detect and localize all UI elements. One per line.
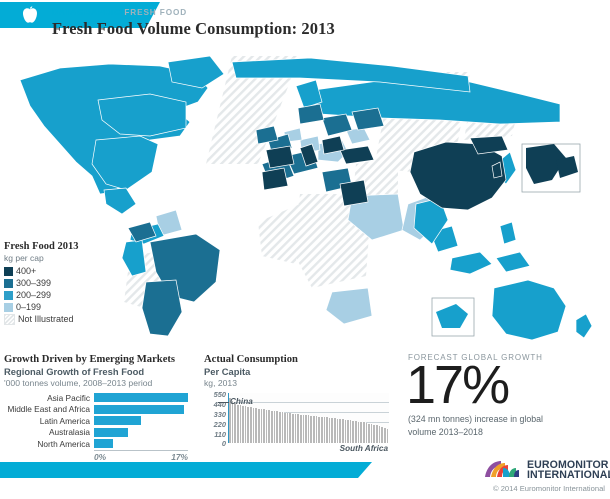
map-region-tier-200-299 [19, 55, 593, 341]
annotation-south-africa: South Africa [339, 443, 388, 453]
euromonitor-logo: EUROMONITOR INTERNATIONAL [483, 459, 610, 483]
growth-label-australasia: Australasia [48, 427, 90, 438]
legend-label-not-illustrated: Not Illustrated [18, 314, 74, 324]
growth-track-north-america [94, 439, 188, 449]
legend-label-400plus: 400+ [16, 266, 37, 276]
actual-consumption-chart: 550 440 330 220 110 0 China South Africa [204, 389, 389, 453]
kicker-strong: DATAGRAPHIC [52, 8, 122, 17]
legend-swatch-200-299 [4, 291, 13, 300]
map-legend: Fresh Food 2013 kg per cap 400+ 300–399 … [4, 241, 124, 326]
legend-subtitle: kg per cap [4, 253, 44, 263]
growth-bar-australasia [94, 427, 129, 437]
legend-item-200-299: 200–299 [4, 290, 124, 301]
copyright-text: © 2014 Euromonitor International [493, 484, 605, 493]
legend-title: Fresh Food 2013 [4, 241, 79, 252]
forecast-note-line2: volume 2013–2018 [408, 426, 483, 437]
growth-row-australasia: Australasia [4, 427, 192, 437]
header: DATAGRAPHIC FRESH FOOD Fresh Food Volume… [0, 0, 610, 44]
growth-track-latin-america [94, 416, 188, 426]
new-zealand-inset [431, 297, 475, 337]
growth-units: '000 tonnes volume, 2008–2013 period [4, 377, 153, 388]
logo-line-2: INTERNATIONAL [527, 469, 610, 482]
header-kicker: DATAGRAPHIC FRESH FOOD [52, 8, 187, 17]
growth-row-north-america: North America [4, 439, 192, 449]
apple-icon [23, 6, 37, 23]
growth-track-australasia [94, 427, 188, 437]
forecast-note: (324 mn tonnes) increase in global volum… [408, 413, 606, 438]
growth-track-asia-pacific [94, 393, 188, 402]
japan-inset [521, 143, 581, 193]
kicker-light: FRESH FOOD [124, 8, 188, 17]
world-map-svg [19, 55, 593, 341]
actual-consumption-panel: Actual Consumption Per Capita kg, 2013 5… [204, 353, 390, 453]
legend-item-300-399: 300–399 [4, 278, 124, 289]
euromonitor-logo-text: EUROMONITOR INTERNATIONAL [527, 459, 610, 482]
legend-item-0-199: 0–199 [4, 302, 124, 313]
world-map: Fresh Food 2013 kg per cap 400+ 300–399 … [0, 44, 610, 341]
actual-units: kg, 2013 [204, 377, 237, 388]
growth-title: Growth Driven by Emerging Markets [4, 354, 176, 365]
growth-label-latin-america: Latin America [39, 415, 90, 426]
legend-label-200-299: 200–299 [16, 290, 52, 300]
footer-accent-bar [0, 462, 372, 478]
actual-title: Actual Consumption [204, 354, 298, 365]
euromonitor-logo-mark [485, 461, 519, 477]
growth-axis: 0% 17% [94, 450, 188, 463]
growth-subtitle: Regional Growth of Fresh Food [4, 366, 145, 377]
growth-bar-middle-east-africa [94, 404, 185, 414]
actual-ytick-550: 550 [213, 389, 226, 399]
logo-line-1: EUROMONITOR [527, 459, 609, 471]
growth-label-middle-east-africa: Middle East and Africa [7, 404, 90, 415]
legend-swatch-not-illustrated [4, 314, 15, 325]
legend-item-not-illustrated: Not Illustrated [4, 314, 124, 325]
growth-bar-chart: Asia Pacific Middle East and Africa Lati… [4, 393, 192, 462]
map-region-tier-0-199 [155, 127, 441, 325]
page-title: Fresh Food Volume Consumption: 2013 [52, 19, 335, 38]
legend-label-0-199: 0–199 [16, 302, 42, 312]
legend-swatch-0-199 [4, 303, 13, 312]
legend-label-300-399: 300–399 [16, 278, 52, 288]
actual-y-axis: 550 440 330 220 110 0 [204, 389, 226, 447]
growth-row-middle-east-africa: Middle East and Africa [4, 404, 192, 414]
growth-tick-min: 0% [94, 452, 107, 463]
actual-ytick-110: 110 [214, 429, 226, 439]
growth-panel: Growth Driven by Emerging Markets Region… [4, 353, 194, 462]
growth-track-middle-east-africa [94, 404, 188, 414]
map-region-tier-400-plus [261, 135, 509, 211]
growth-bar-asia-pacific [94, 393, 188, 402]
growth-bar-latin-america [94, 416, 141, 426]
annotation-china: China [218, 396, 253, 406]
growth-label-north-america: North America [37, 438, 90, 449]
growth-label-asia-pacific: Asia Pacific [47, 392, 90, 403]
forecast-panel: FORECAST GLOBAL GROWTH 17% (324 mn tonne… [406, 353, 606, 438]
forecast-value: 17% [406, 355, 510, 415]
legend-item-400plus: 400+ [4, 266, 124, 277]
legend-swatch-300-399 [4, 279, 13, 288]
actual-ytick-0: 0 [221, 438, 226, 448]
actual-ytick-330: 330 [213, 409, 226, 419]
actual-subtitle: Per Capita [204, 366, 251, 377]
growth-row-latin-america: Latin America [4, 416, 192, 426]
actual-ytick-440: 440 [213, 399, 226, 409]
growth-row-asia-pacific: Asia Pacific [4, 393, 192, 403]
forecast-kicker: FORECAST GLOBAL GROWTH [408, 353, 543, 362]
growth-tick-max: 17% [171, 452, 188, 463]
growth-bar-north-america [94, 439, 114, 449]
actual-plot-area [228, 392, 389, 443]
forecast-note-line1: (324 mn tonnes) increase in global [408, 414, 543, 424]
actual-ytick-220: 220 [213, 419, 226, 429]
bottom-panels: Growth Driven by Emerging Markets Region… [0, 341, 610, 462]
legend-swatch-400plus [4, 267, 13, 276]
actual-bars [229, 393, 389, 443]
